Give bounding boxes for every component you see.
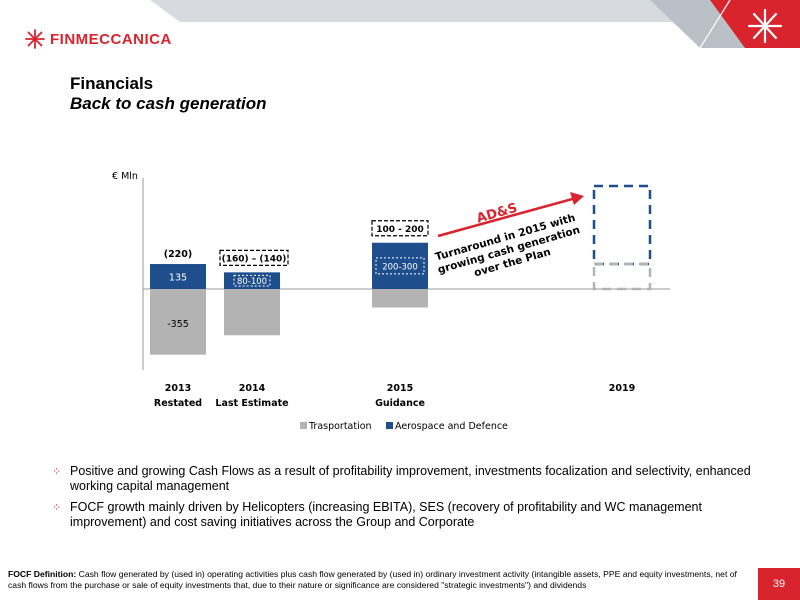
bar-transport-2014 [224, 289, 280, 336]
logo-star-icon [25, 29, 45, 49]
category-label-year-2019: 2019 [609, 383, 635, 394]
bullet-item: ⁘ FOCF growth mainly driven by Helicopte… [52, 500, 772, 530]
bullet-icon: ⁘ [52, 502, 62, 514]
page-subtitle: Back to cash generation [70, 94, 267, 113]
category-label-year-2013: 2013 [165, 383, 191, 394]
category-label-year-2015: 2015 [387, 383, 413, 394]
bullet-icon: ⁘ [52, 466, 62, 478]
company-logo[interactable]: FINMECCANICA [24, 28, 172, 50]
total-box-2015 [371, 220, 429, 237]
segment-label-transport-2013: -355 [167, 319, 189, 330]
total-box-2014 [219, 249, 289, 266]
category-label-sub-2013: Restated [154, 398, 202, 409]
bar-ad-2015 [372, 242, 428, 289]
unit-label: € Mln [112, 171, 138, 182]
total-label-2015: 100 - 200 [376, 225, 424, 235]
range-box-ad-2014 [233, 274, 271, 287]
category-label-sub-2015: Guidance [375, 398, 425, 409]
total-label-2013: (220) [164, 249, 193, 260]
bullet-list: ⁘ Positive and growing Cash Flows as a r… [52, 464, 772, 536]
legend-label-ad: Aerospace and Defence [395, 421, 508, 432]
footnote: FOCF Definition: Cash flow generated by … [8, 569, 753, 591]
projection-2019-ad-box [592, 184, 652, 266]
bar-transport-2013 [150, 289, 206, 355]
bar-ad-2014 [224, 272, 280, 289]
header-banner [150, 0, 800, 48]
category-label-sub-2014: Last Estimate [215, 398, 288, 409]
logo-text: FINMECCANICA [50, 30, 172, 48]
footnote-text: Cash flow generated by (used in) operati… [8, 569, 737, 590]
segment-label-ad-2013: 135 [169, 273, 187, 284]
turnaround-annotation: AD&S Turnaround in 2015 with growing cas… [434, 192, 584, 279]
page-number: 39 [758, 568, 800, 600]
segment-label-ad-2014: 80-100 [237, 277, 267, 287]
bar-ad-2013 [150, 264, 206, 289]
chart-legend: Trasportation Aerospace and Defence [300, 421, 508, 432]
page-title: Financials [70, 74, 154, 93]
legend-swatch-transport [300, 422, 307, 429]
legend-label-transport: Trasportation [308, 421, 372, 432]
projection-2019-transport-box [592, 262, 652, 291]
bar-transport-2015 [372, 289, 428, 308]
bullet-text: FOCF growth mainly driven by Helicopters… [70, 500, 702, 529]
footnote-label: FOCF Definition: [8, 569, 77, 579]
total-label-2014: (160) – (140) [222, 254, 287, 264]
bullet-text: Positive and growing Cash Flows as a res… [70, 464, 751, 493]
cash-flow-chart: € Mln 135 -355 80-100 200-300 (220) (160) – (… [112, 171, 670, 432]
segment-label-ad-2015: 200-300 [382, 262, 418, 272]
annotation-heading: AD&S [475, 201, 519, 227]
corner-logo-icon [747, 8, 783, 44]
category-label-year-2014: 2014 [239, 383, 266, 394]
range-box-ad-2015 [375, 257, 425, 275]
legend-swatch-ad [386, 422, 393, 429]
bullet-item: ⁘ Positive and growing Cash Flows as a r… [52, 464, 772, 494]
